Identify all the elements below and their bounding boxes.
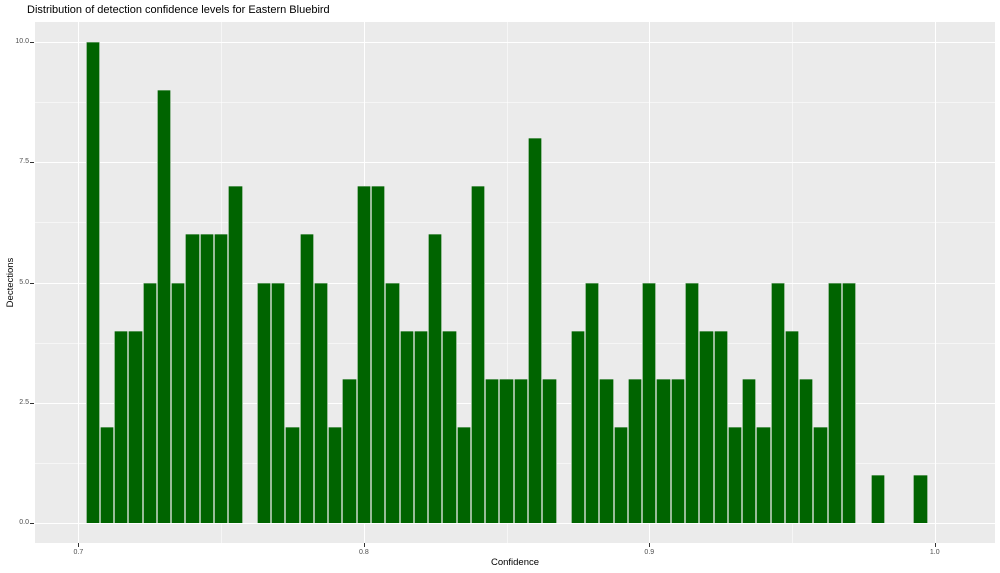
x-major-gridline	[934, 22, 936, 543]
y-tick-label: 2.5	[19, 398, 29, 406]
histogram-bar	[213, 234, 229, 523]
y-tick-label: 10.0	[15, 38, 29, 46]
x-tick-mark	[649, 543, 651, 547]
y-tick-mark	[30, 402, 34, 404]
histogram-bar	[142, 282, 157, 523]
chart-title: Distribution of detection confidence lev…	[27, 4, 330, 16]
x-tick-label: 0.8	[358, 549, 369, 556]
x-tick-label: 0.9	[644, 549, 655, 556]
histogram-bar	[399, 330, 414, 523]
y-minor-gridline	[35, 102, 995, 104]
histogram-bar	[784, 330, 800, 523]
histogram-bar	[442, 330, 457, 523]
histogram-bar	[841, 282, 857, 523]
histogram-bar	[585, 282, 600, 523]
histogram-bar	[456, 426, 471, 523]
histogram-bar	[428, 234, 443, 523]
histogram-bar	[827, 282, 842, 523]
histogram-bar	[713, 330, 728, 523]
histogram-bar	[299, 234, 314, 523]
histogram-bar	[385, 282, 400, 523]
histogram-bar	[870, 474, 885, 523]
histogram-bar	[485, 378, 500, 523]
y-major-gridline	[35, 42, 995, 44]
histogram-bar	[313, 282, 329, 523]
y-major-gridline	[35, 282, 995, 284]
x-major-gridline	[78, 22, 80, 543]
histogram-bar	[656, 378, 671, 523]
histogram-bar	[627, 378, 643, 523]
histogram-bar	[542, 378, 557, 523]
histogram-bar	[370, 186, 386, 523]
histogram-bar	[684, 282, 700, 523]
y-minor-gridline	[35, 342, 995, 344]
histogram-bar	[199, 234, 214, 523]
histogram-bar	[799, 378, 814, 523]
histogram-bar	[228, 186, 243, 523]
histogram-bar	[756, 426, 771, 523]
histogram-bar	[742, 378, 757, 523]
histogram-bar	[727, 426, 743, 523]
y-minor-gridline	[35, 222, 995, 224]
plot-panel	[35, 22, 995, 543]
histogram-bar	[171, 282, 186, 523]
histogram-bar	[470, 186, 486, 523]
x-tick-mark	[363, 543, 365, 547]
histogram-bar	[99, 426, 115, 523]
y-major-gridline	[35, 162, 995, 164]
x-axis-title: Confidence	[490, 557, 540, 568]
y-axis-title: Dectections	[5, 257, 16, 308]
y-tick-label: 0.0	[19, 518, 29, 526]
histogram-bar	[699, 330, 714, 523]
histogram-bar	[642, 282, 657, 523]
histogram-bar	[114, 330, 129, 523]
histogram-bar	[271, 282, 286, 523]
histogram-bar	[128, 330, 143, 523]
histogram-bar	[770, 282, 785, 523]
histogram-bar	[285, 426, 300, 523]
histogram-bar	[527, 138, 543, 523]
histogram-bar	[256, 282, 272, 523]
y-major-gridline	[35, 522, 995, 524]
y-tick-label: 7.5	[19, 158, 29, 166]
y-tick-mark	[30, 282, 34, 284]
histogram-bar	[813, 426, 828, 523]
histogram-bar	[513, 378, 528, 523]
y-tick-label: 5.0	[19, 278, 29, 286]
histogram-bar	[613, 426, 628, 523]
x-tick-label: 0.7	[73, 549, 84, 556]
histogram-bar	[328, 426, 343, 523]
histogram-bar	[156, 90, 172, 523]
x-tick-mark	[78, 543, 80, 547]
histogram-bar	[413, 330, 429, 523]
histogram-bar	[570, 330, 586, 523]
histogram-bar	[913, 474, 928, 523]
histogram-bar	[499, 378, 514, 523]
histogram-bar	[356, 186, 371, 523]
y-tick-mark	[30, 42, 34, 44]
x-tick-mark	[934, 543, 936, 547]
histogram-bar	[670, 378, 685, 523]
y-tick-mark	[30, 522, 34, 524]
y-tick-mark	[30, 162, 34, 164]
histogram-bar	[599, 378, 614, 523]
histogram-bar	[342, 378, 357, 523]
histogram-bar	[85, 42, 100, 523]
x-tick-label: 1.0	[929, 549, 940, 556]
histogram-bar	[185, 234, 200, 523]
